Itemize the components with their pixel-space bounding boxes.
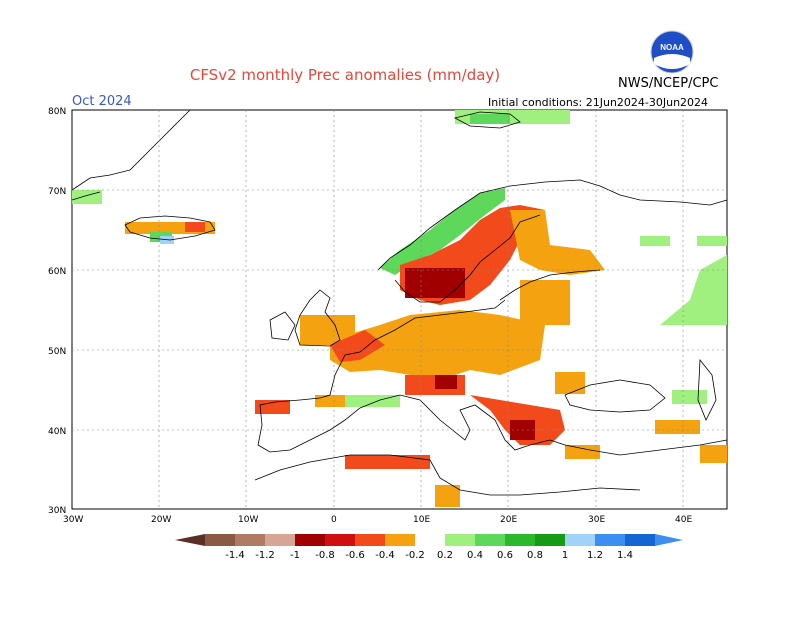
lat-label-70n: 70N (48, 187, 66, 197)
lat-label-60n: 60N (48, 267, 66, 277)
legend-label: -0.8 (315, 550, 335, 561)
legend-label: -1.4 (225, 550, 245, 561)
legend-label: -1 (290, 550, 300, 561)
legend-label: 0.8 (527, 550, 543, 561)
legend-label: 0.6 (497, 550, 513, 561)
legend-arrow-left (175, 534, 205, 546)
legend-label: 1 (562, 550, 568, 561)
forecast-month: Oct 2024 (72, 94, 132, 109)
lon-label-20w: 20W (151, 515, 171, 525)
lon-label-10w: 10W (238, 515, 258, 525)
lon-label-30w: 30W (63, 515, 83, 525)
legend-swatch (445, 534, 475, 546)
lat-label-50n: 50N (48, 347, 66, 357)
legend-label: -1.2 (255, 550, 275, 561)
legend-arrow-right (655, 534, 683, 546)
legend-label: -0.2 (405, 550, 425, 561)
legend-swatch (415, 534, 445, 546)
agency-label: NWS/NCEP/CPC (618, 76, 719, 91)
legend-swatch (565, 534, 595, 546)
legend-label: -0.6 (345, 550, 365, 561)
graticule (72, 110, 727, 509)
legend-swatch (595, 534, 625, 546)
anomaly-patches (72, 110, 727, 507)
logo-text: NOAA (660, 43, 684, 52)
legend-swatch (235, 534, 265, 546)
lon-label-20e: 20E (500, 515, 517, 525)
legend-swatch (625, 534, 655, 546)
legend-swatch (505, 534, 535, 546)
legend-swatch (265, 534, 295, 546)
legend-label: 1.4 (617, 550, 633, 561)
legend-label: 0.2 (437, 550, 453, 561)
legend-label: 1.2 (587, 550, 603, 561)
lon-label-0: 0 (331, 515, 337, 525)
map-frame (71, 109, 728, 510)
legend-swatch (295, 534, 325, 546)
map-title: CFSv2 monthly Prec anomalies (mm/day) (189, 66, 501, 84)
noaa-logo-icon: NOAA (650, 30, 694, 74)
legend-swatch (535, 534, 565, 546)
lon-label-10e: 10E (413, 515, 430, 525)
legend-label: 0.4 (467, 550, 483, 561)
legend-swatch (475, 534, 505, 546)
legend-swatch (325, 534, 355, 546)
lat-label-30n: 30N (48, 506, 66, 516)
lat-label-40n: 40N (48, 427, 66, 437)
legend-swatch (205, 534, 235, 546)
lat-label-80n: 80N (48, 107, 66, 117)
lon-label-40e: 40E (675, 515, 692, 525)
legend-swatch (355, 534, 385, 546)
coastlines (71, 109, 728, 496)
lon-label-30e: 30E (588, 515, 605, 525)
initial-conditions: Initial conditions: 21Jun2024-30Jun2024 (488, 96, 709, 109)
legend-swatch (385, 534, 415, 546)
legend-label: -0.4 (375, 550, 395, 561)
